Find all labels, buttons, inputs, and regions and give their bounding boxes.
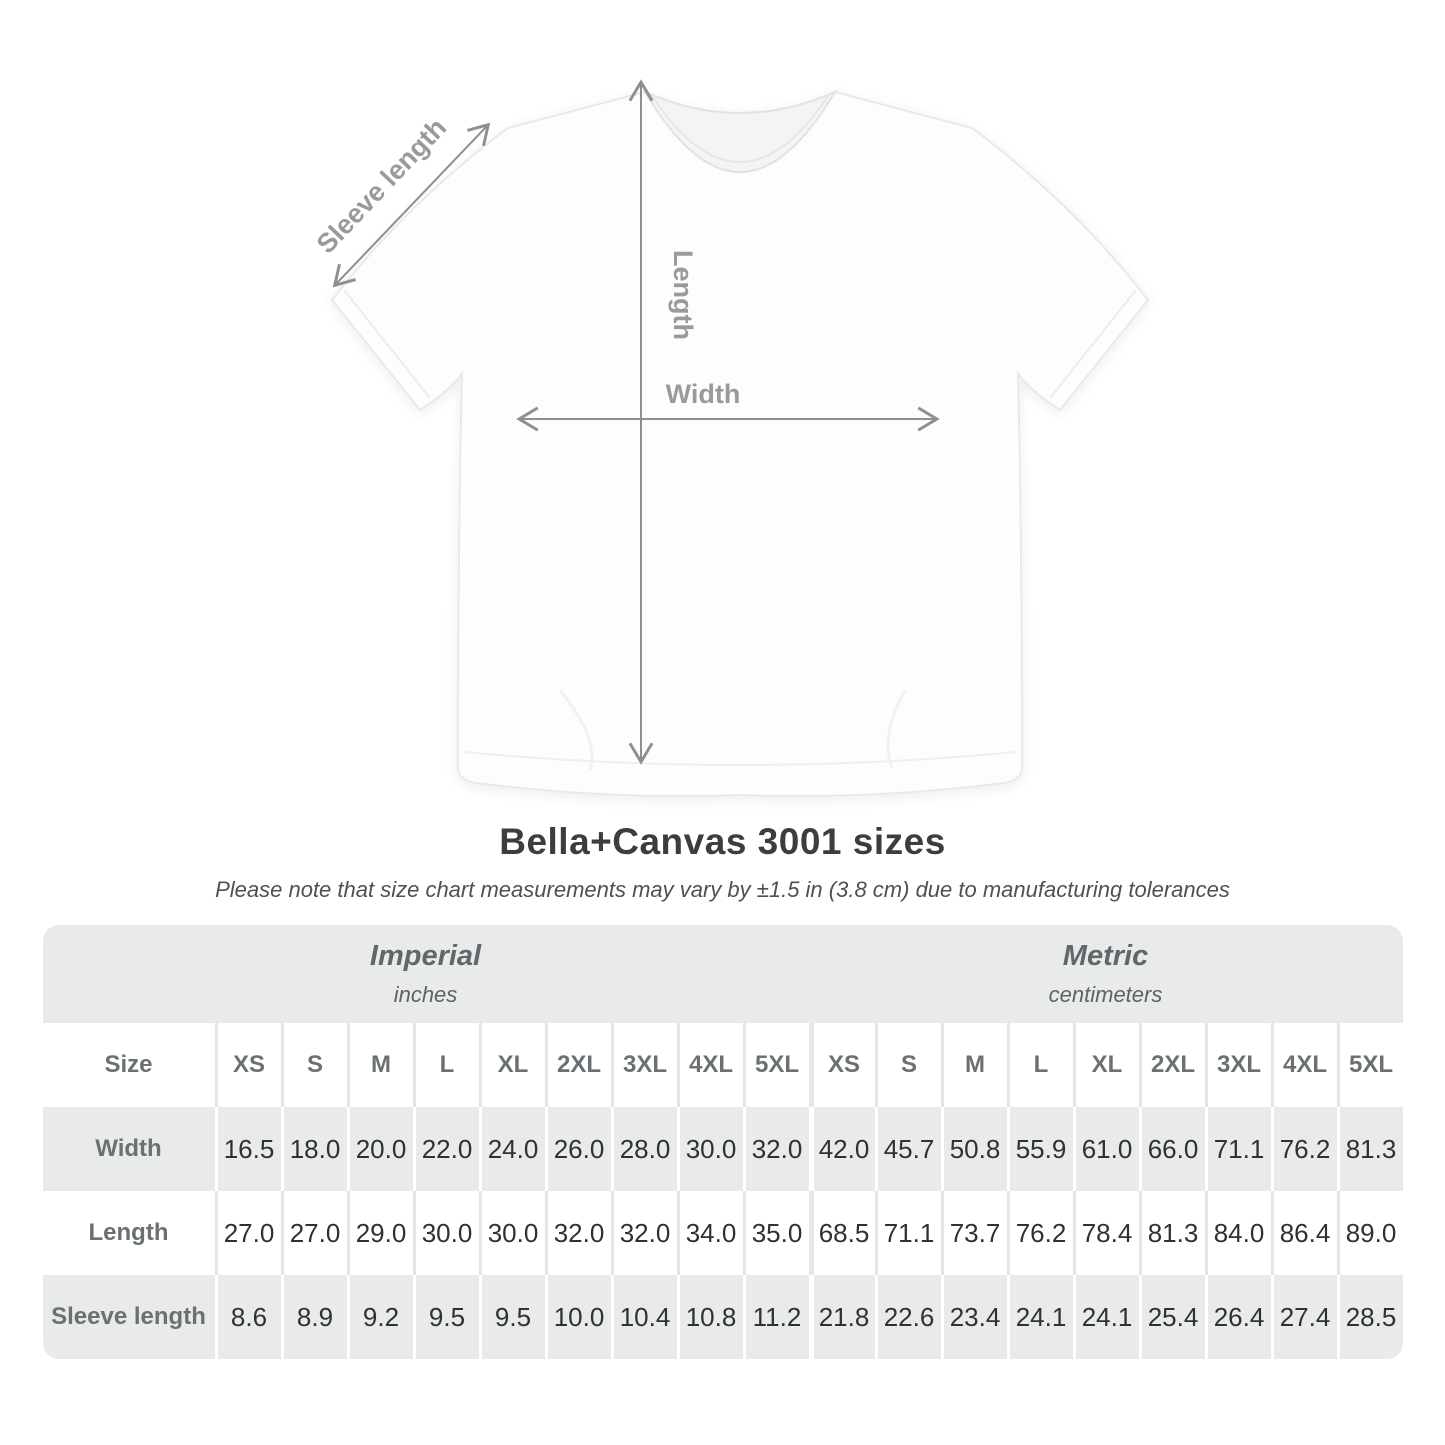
value-cell: 42.0: [808, 1107, 875, 1191]
value-cell: 26.0: [544, 1107, 611, 1191]
size-header-cell: S: [874, 1023, 941, 1107]
value-cell: 24.1: [1072, 1275, 1139, 1359]
size-chart-table: Imperial inches Metric centimeters Size X…: [42, 925, 1403, 1359]
size-header-cell: L: [412, 1023, 479, 1107]
value-cell: 20.0: [346, 1107, 413, 1191]
value-cell: 86.4: [1270, 1191, 1337, 1275]
value-cell: 9.5: [478, 1275, 545, 1359]
imperial-section-title: Imperial: [369, 940, 482, 972]
size-header-cell: XS: [214, 1023, 281, 1107]
value-cell: 71.1: [874, 1191, 941, 1275]
value-cell: 9.5: [412, 1275, 479, 1359]
value-cell: 76.2: [1270, 1107, 1337, 1191]
value-cell: 81.3: [1138, 1191, 1205, 1275]
size-header-cell: XS: [808, 1023, 875, 1107]
value-cell: 29.0: [346, 1191, 413, 1275]
value-cell: 8.6: [214, 1275, 281, 1359]
size-header-cell: XL: [1072, 1023, 1139, 1107]
value-cell: 21.8: [808, 1275, 875, 1359]
value-cell: 78.4: [1072, 1191, 1139, 1275]
value-cell: 89.0: [1336, 1191, 1403, 1275]
measurement-arrows: [332, 79, 940, 765]
value-cell: 66.0: [1138, 1107, 1205, 1191]
metric-section-title: Metric: [1062, 940, 1149, 972]
size-header-cell: 5XL: [742, 1023, 809, 1107]
value-cell: 81.3: [1336, 1107, 1403, 1191]
value-cell: 27.4: [1270, 1275, 1337, 1359]
value-cell: 28.0: [610, 1107, 677, 1191]
metric-section-unit: centimeters: [1048, 982, 1163, 1007]
value-cell: 61.0: [1072, 1107, 1139, 1191]
collar-opening: [642, 89, 838, 173]
value-cell: 10.4: [610, 1275, 677, 1359]
value-cell: 25.4: [1138, 1275, 1205, 1359]
value-cell: 76.2: [1006, 1191, 1073, 1275]
page-subtitle: Please note that size chart measurements…: [215, 877, 1230, 902]
value-cell: 35.0: [742, 1191, 809, 1275]
size-header-cell: 3XL: [1204, 1023, 1271, 1107]
value-cell: 27.0: [280, 1191, 347, 1275]
size-header-cell: M: [940, 1023, 1007, 1107]
value-cell: 10.0: [544, 1275, 611, 1359]
value-cell: 22.6: [874, 1275, 941, 1359]
value-cell: 55.9: [1006, 1107, 1073, 1191]
size-header-cell: S: [280, 1023, 347, 1107]
measurement-label: Length: [42, 1191, 215, 1275]
tshirt-measurement-diagram: Length Width Sleeve length: [311, 79, 1150, 798]
value-cell: 68.5: [808, 1191, 875, 1275]
metric-section-header: Metric centimeters: [808, 925, 1403, 1023]
width-arrow-label: Width: [666, 379, 741, 409]
size-corner-label: Size: [42, 1023, 215, 1107]
heading-block: Bella+Canvas 3001 sizes Please note that…: [0, 821, 1445, 903]
value-cell: 22.0: [412, 1107, 479, 1191]
value-cell: 30.0: [412, 1191, 479, 1275]
size-header-cell: L: [1006, 1023, 1073, 1107]
value-cell: 30.0: [676, 1107, 743, 1191]
value-cell: 11.2: [742, 1275, 809, 1359]
sleeve-length-arrow: [332, 122, 491, 288]
length-arrow-label: Length: [668, 250, 698, 340]
tshirt-image: [330, 89, 1150, 798]
value-cell: 9.2: [346, 1275, 413, 1359]
size-header-cell: 2XL: [544, 1023, 611, 1107]
value-cell: 16.5: [214, 1107, 281, 1191]
value-cell: 24.1: [1006, 1275, 1073, 1359]
value-cell: 27.0: [214, 1191, 281, 1275]
value-cell: 8.9: [280, 1275, 347, 1359]
value-cell: 32.0: [742, 1107, 809, 1191]
value-cell: 84.0: [1204, 1191, 1271, 1275]
value-cell: 26.4: [1204, 1275, 1271, 1359]
size-header-cell: 4XL: [676, 1023, 743, 1107]
size-header-cell: 4XL: [1270, 1023, 1337, 1107]
value-cell: 10.8: [676, 1275, 743, 1359]
imperial-section-unit: inches: [393, 982, 458, 1007]
value-cell: 28.5: [1336, 1275, 1403, 1359]
page-title: Bella+Canvas 3001 sizes: [499, 821, 946, 862]
imperial-section-header: Imperial inches: [42, 925, 809, 1023]
value-cell: 34.0: [676, 1191, 743, 1275]
measurement-label: Width: [42, 1107, 215, 1191]
value-cell: 30.0: [478, 1191, 545, 1275]
value-cell: 32.0: [544, 1191, 611, 1275]
value-cell: 73.7: [940, 1191, 1007, 1275]
value-cell: 45.7: [874, 1107, 941, 1191]
value-cell: 24.0: [478, 1107, 545, 1191]
value-cell: 50.8: [940, 1107, 1007, 1191]
value-cell: 18.0: [280, 1107, 347, 1191]
size-header-cell: 5XL: [1336, 1023, 1403, 1107]
value-cell: 71.1: [1204, 1107, 1271, 1191]
measurement-label: Sleeve length: [42, 1275, 215, 1359]
value-cell: 23.4: [940, 1275, 1007, 1359]
size-header-cell: XL: [478, 1023, 545, 1107]
value-cell: 32.0: [610, 1191, 677, 1275]
size-header-cell: M: [346, 1023, 413, 1107]
tshirt-diagram-svg: Length Width Sleeve length: [311, 79, 1150, 798]
collar-seam: [651, 95, 829, 163]
size-header-cell: 3XL: [610, 1023, 677, 1107]
size-header-cell: 2XL: [1138, 1023, 1205, 1107]
